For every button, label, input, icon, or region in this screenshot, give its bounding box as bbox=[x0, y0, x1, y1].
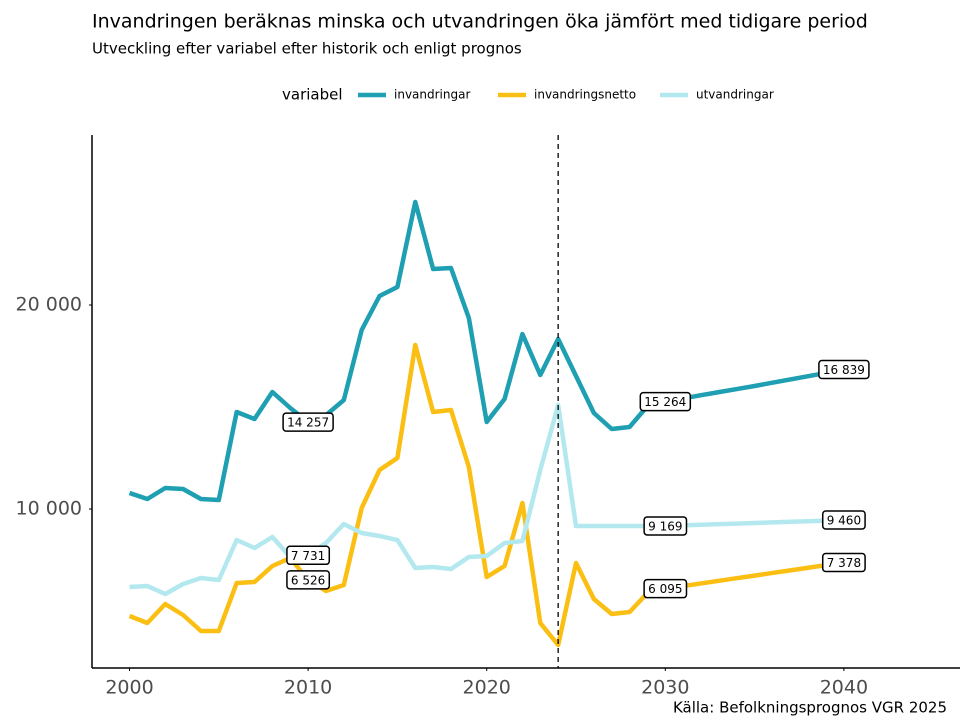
x-tick-label: 2010 bbox=[284, 677, 332, 699]
data-label-text: 9 460 bbox=[827, 514, 861, 528]
data-label-text: 6 526 bbox=[291, 573, 325, 587]
data-label-text: 7 731 bbox=[291, 549, 325, 563]
legend-label: invandringar bbox=[394, 88, 470, 102]
data-label-box bbox=[643, 516, 688, 536]
data-label-box bbox=[821, 552, 866, 573]
data-label: 15 264 bbox=[639, 391, 692, 412]
y-tick-label: 20 000 bbox=[16, 293, 82, 315]
data-label-text: 15 264 bbox=[644, 395, 686, 409]
data-label-text: 16 839 bbox=[823, 363, 865, 377]
data-label-text: 14 257 bbox=[287, 416, 329, 430]
chart-subtitle: Utveckling efter variabel efter historik… bbox=[92, 40, 522, 58]
data-label: 14 257 bbox=[282, 412, 334, 432]
x-tick-label: 2040 bbox=[820, 677, 868, 699]
data-label-text: 7 378 bbox=[827, 556, 861, 570]
data-label: 7 731 bbox=[286, 545, 331, 566]
data-label-box bbox=[818, 359, 870, 380]
legend-title: variabel bbox=[282, 86, 343, 104]
series-line bbox=[128, 342, 845, 648]
data-label-box bbox=[282, 412, 334, 432]
data-label: 9 460 bbox=[821, 510, 866, 530]
data-label-box bbox=[639, 391, 692, 412]
data-label-text: 6 095 bbox=[648, 582, 682, 596]
series-line bbox=[128, 199, 845, 503]
data-label-box bbox=[286, 570, 331, 590]
x-tick-label: 2030 bbox=[641, 677, 689, 699]
y-tick-label: 10 000 bbox=[16, 497, 82, 519]
legend-label: utvandringar bbox=[696, 88, 774, 102]
data-label: 9 169 bbox=[643, 516, 688, 536]
legend-label: invandringsnetto bbox=[534, 88, 636, 102]
data-label-box bbox=[643, 578, 688, 599]
data-label: 7 378 bbox=[821, 552, 866, 573]
data-label: 6 095 bbox=[643, 578, 688, 599]
chart-title: Invandringen beräknas minska och utvandr… bbox=[92, 11, 868, 33]
source: Källa: Befolkningsprognos VGR 2025 bbox=[673, 699, 947, 717]
data-label-box bbox=[286, 545, 331, 566]
data-label-text: 9 169 bbox=[648, 519, 682, 533]
data-label: 6 526 bbox=[286, 570, 331, 590]
x-tick-label: 2000 bbox=[105, 677, 153, 699]
data-label: 16 839 bbox=[818, 359, 870, 380]
data-label-box bbox=[821, 510, 866, 530]
series-line bbox=[129, 402, 844, 597]
x-tick-label: 2020 bbox=[463, 677, 511, 699]
